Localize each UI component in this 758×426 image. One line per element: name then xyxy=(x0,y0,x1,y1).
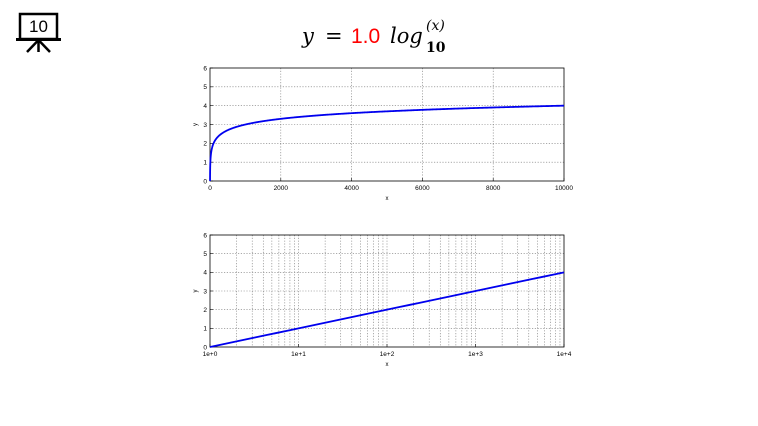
y-tick-label: 2 xyxy=(203,307,207,314)
presentation-board-icon: 10 xyxy=(16,12,61,53)
y-tick-label: 5 xyxy=(203,251,207,258)
y-tick-label: 6 xyxy=(203,65,207,72)
x-axis-label: x xyxy=(386,362,389,368)
y-tick-label: 2 xyxy=(203,141,207,148)
x-tick-label: 1e+1 xyxy=(291,351,306,358)
y-axis-label: y xyxy=(193,290,199,293)
x-tick-label: 1e+4 xyxy=(557,351,572,358)
y-tick-label: 4 xyxy=(203,103,207,110)
y-tick-label: 4 xyxy=(203,270,207,277)
linear-chart: 0 1 2 3 4 5 6 0 2000 4000 6000 8000 10000 x y xyxy=(193,65,573,202)
y-tick-label: 6 xyxy=(203,232,207,239)
y-tick-label: 3 xyxy=(203,122,207,129)
series-line xyxy=(209,271,565,348)
x-tick-label: 0 xyxy=(208,185,212,192)
x-tick-label: 1e+3 xyxy=(468,351,483,358)
y-tick-label: 1 xyxy=(203,326,207,333)
x-axis-label: x xyxy=(386,196,389,202)
equation-equals: = xyxy=(325,24,343,48)
x-tick-label: 8000 xyxy=(486,185,501,192)
equation-base: 10 xyxy=(426,40,446,56)
slide-number: 10 xyxy=(29,17,48,36)
equation-coefficient: 1.0 xyxy=(351,25,380,48)
grid xyxy=(210,68,564,181)
y-tick-label: 1 xyxy=(203,159,207,166)
equation-log: log xyxy=(390,24,423,48)
equation-title: y = 1.0 log 10 (x) xyxy=(301,18,446,56)
series-line xyxy=(209,104,565,182)
x-tick-label: 6000 xyxy=(415,185,430,192)
y-tick-label: 0 xyxy=(203,178,207,185)
equation-y: y xyxy=(301,24,315,48)
equation-argument: (x) xyxy=(426,18,445,34)
x-tick-label: 4000 xyxy=(344,185,359,192)
log-chart: 0 1 2 3 4 5 6 1e+0 1e+1 1e+2 1e+3 1e+4 x y xyxy=(193,232,572,368)
y-tick-label: 5 xyxy=(203,84,207,91)
x-tick-label: 2000 xyxy=(274,185,289,192)
x-tick-label: 1e+0 xyxy=(203,351,218,358)
x-tick-label: 1e+2 xyxy=(380,351,395,358)
x-tick-label: 10000 xyxy=(555,185,573,192)
y-axis-label: y xyxy=(193,123,199,126)
y-tick-label: 0 xyxy=(203,344,207,351)
y-tick-label: 3 xyxy=(203,288,207,295)
